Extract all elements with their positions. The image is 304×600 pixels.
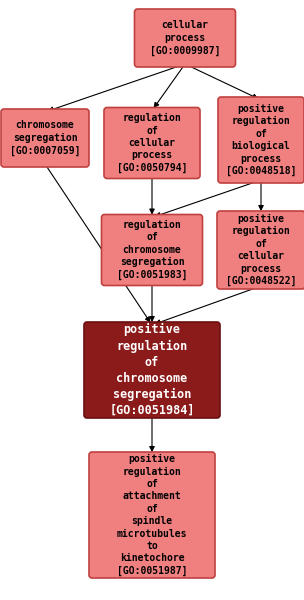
Text: chromosome
segregation
[GO:0007059]: chromosome segregation [GO:0007059] xyxy=(10,121,80,155)
FancyBboxPatch shape xyxy=(102,214,202,286)
FancyBboxPatch shape xyxy=(89,452,215,578)
FancyBboxPatch shape xyxy=(134,9,236,67)
FancyBboxPatch shape xyxy=(104,107,200,179)
FancyBboxPatch shape xyxy=(218,97,304,183)
FancyBboxPatch shape xyxy=(217,211,304,289)
Text: positive
regulation
of
biological
process
[GO:0048518]: positive regulation of biological proces… xyxy=(226,104,296,176)
Text: regulation
of
chromosome
segregation
[GO:0051983]: regulation of chromosome segregation [GO… xyxy=(117,220,187,280)
Text: positive
regulation
of
cellular
process
[GO:0048522]: positive regulation of cellular process … xyxy=(226,214,296,286)
Text: positive
regulation
of
attachment
of
spindle
microtubules
to
kinetochore
[GO:005: positive regulation of attachment of spi… xyxy=(117,454,187,576)
Text: positive
regulation
of
chromosome
segregation
[GO:0051984]: positive regulation of chromosome segreg… xyxy=(109,323,195,416)
Text: cellular
process
[GO:0009987]: cellular process [GO:0009987] xyxy=(150,20,220,56)
Text: regulation
of
cellular
process
[GO:0050794]: regulation of cellular process [GO:00507… xyxy=(117,113,187,173)
FancyBboxPatch shape xyxy=(84,322,220,418)
FancyBboxPatch shape xyxy=(1,109,89,167)
